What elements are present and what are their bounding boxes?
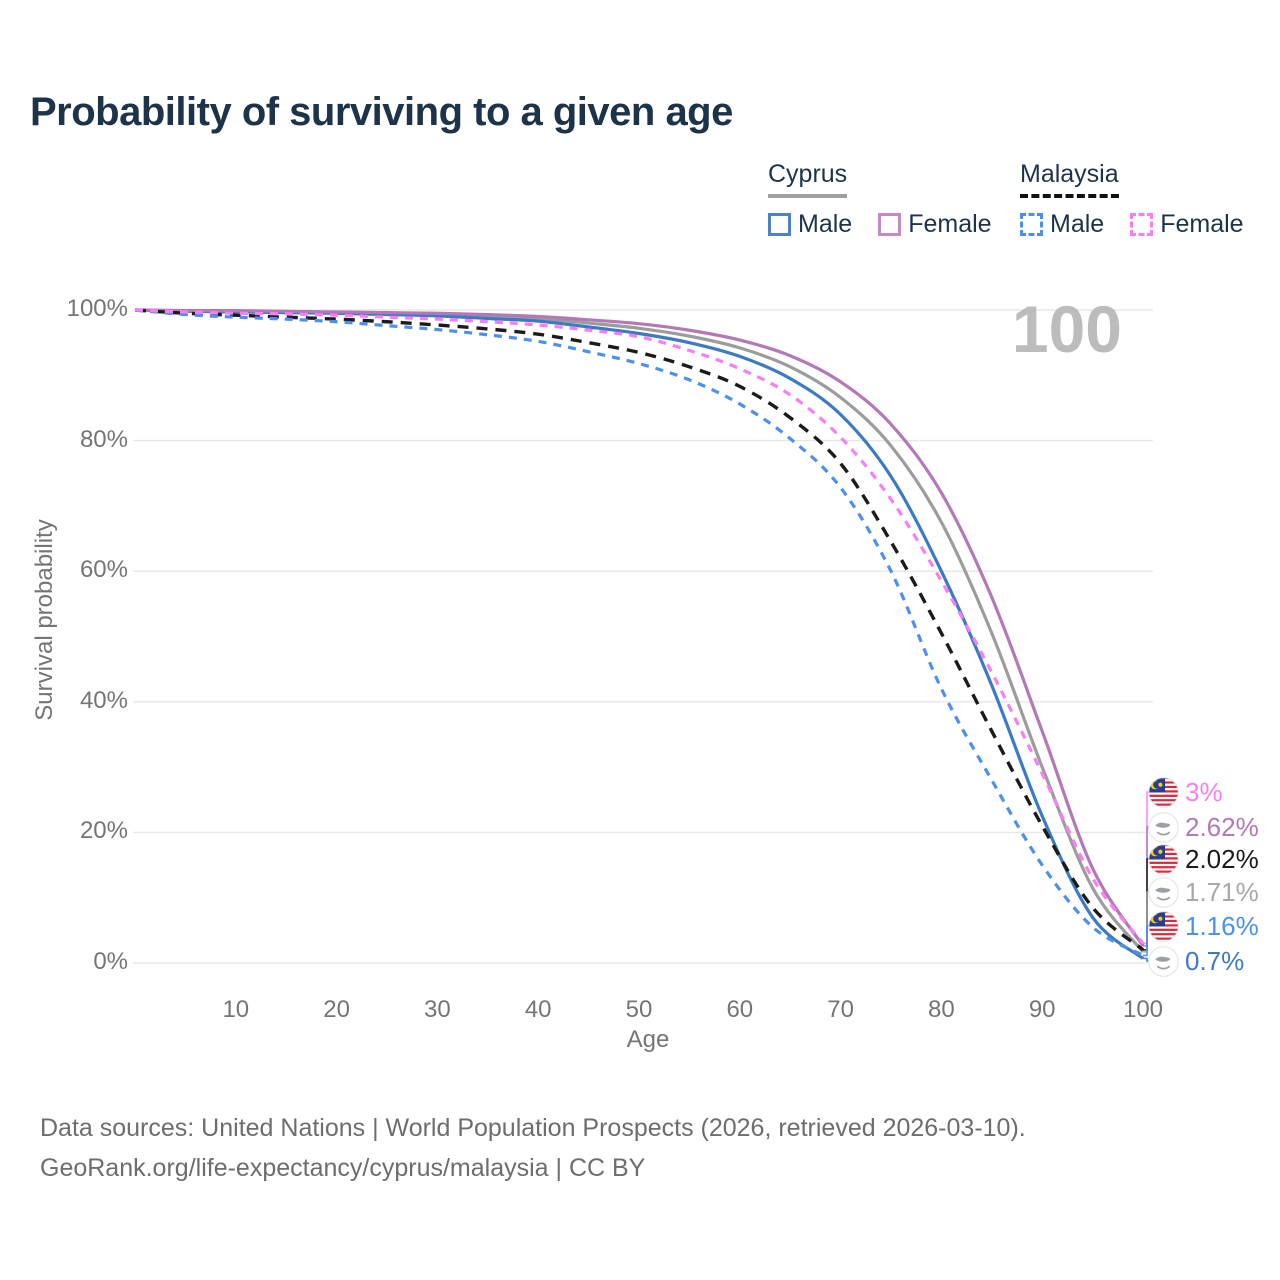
end-label-value: 2.02% bbox=[1185, 843, 1259, 874]
footer: Data sources: United Nations | World Pop… bbox=[40, 1108, 1026, 1188]
cyprus-flag-icon bbox=[1148, 945, 1179, 977]
end-label-malaysia-female: 3% bbox=[1148, 775, 1223, 809]
y-tick-label: 20% bbox=[79, 817, 128, 845]
malaysia-flag-icon bbox=[1148, 776, 1179, 808]
legend-item-cyprus-male[interactable]: Male bbox=[768, 210, 852, 239]
legend-item-cyprus-female[interactable]: Female bbox=[878, 210, 992, 239]
x-tick-label: 60 bbox=[726, 996, 754, 1023]
x-tick-label: 20 bbox=[323, 996, 350, 1023]
y-tick-label: 40% bbox=[79, 686, 128, 714]
end-label-value: 1.71% bbox=[1185, 876, 1259, 907]
y-tick-label: 60% bbox=[79, 556, 128, 584]
x-tick-label: 100 bbox=[1122, 996, 1164, 1023]
curve-cyprus-female[interactable] bbox=[134, 308, 1145, 947]
end-label-value: 1.16% bbox=[1185, 910, 1259, 941]
x-tick-label: 80 bbox=[928, 996, 955, 1023]
end-label-cyprus-male: 0.7% bbox=[1148, 944, 1244, 978]
malaysia-flag-icon bbox=[1148, 910, 1179, 942]
malaysia-female-swatch-icon bbox=[1130, 213, 1154, 236]
legend-item-malaysia-female[interactable]: Female bbox=[1130, 210, 1244, 239]
cyprus-female-swatch-icon bbox=[878, 213, 902, 236]
x-tick-label: 30 bbox=[424, 996, 451, 1023]
legend-group-cyprus: Cyprus Male Female bbox=[768, 160, 992, 239]
y-tick-label: 0% bbox=[93, 948, 128, 975]
legend-malaysia-female-label: Female bbox=[1160, 210, 1244, 238]
y-tick-label: 100% bbox=[66, 295, 128, 322]
end-label-value: 0.7% bbox=[1185, 945, 1245, 976]
y-tick-label: 80% bbox=[79, 425, 128, 453]
curves bbox=[134, 308, 1145, 960]
footer-sources: Data sources: United Nations | World Pop… bbox=[40, 1114, 1026, 1142]
end-label-cyprus-total: 1.71% bbox=[1148, 875, 1259, 909]
curve-malaysia-total[interactable] bbox=[134, 308, 1145, 952]
legend-cyprus-male-label: Male bbox=[798, 210, 853, 238]
malaysia-flag-icon bbox=[1148, 843, 1179, 875]
page-title: Probability of surviving to a given age bbox=[30, 90, 733, 134]
x-tick-label: 50 bbox=[625, 996, 653, 1023]
curve-cyprus-total[interactable] bbox=[134, 308, 1145, 953]
cyprus-male-swatch-icon bbox=[768, 213, 791, 236]
end-label-malaysia-total: 2.02% bbox=[1148, 842, 1259, 876]
malaysia-male-swatch-icon bbox=[1020, 213, 1043, 236]
legend-group-malaysia: Malaysia Male Female bbox=[1020, 160, 1244, 239]
legend-malaysia-row: Male Female bbox=[1020, 210, 1244, 239]
end-label-value: 2.62% bbox=[1185, 811, 1259, 842]
end-label-cyprus-female: 2.62% bbox=[1148, 810, 1259, 844]
legend-cyprus-female-label: Female bbox=[908, 210, 992, 238]
age-watermark: 100 bbox=[1011, 292, 1122, 366]
gridlines bbox=[133, 309, 1153, 964]
legend-item-malaysia-male[interactable]: Male bbox=[1020, 210, 1104, 239]
legend-cyprus-row: Male Female bbox=[768, 210, 992, 239]
cyprus-flag-icon bbox=[1148, 811, 1179, 843]
cyprus-flag-icon bbox=[1148, 876, 1179, 908]
x-tick-label: 10 bbox=[222, 996, 250, 1023]
x-tick-label: 70 bbox=[827, 996, 854, 1023]
x-tick-label: 40 bbox=[524, 996, 552, 1023]
legend-malaysia-title: Malaysia bbox=[1020, 160, 1119, 198]
curve-malaysia-female[interactable] bbox=[134, 308, 1145, 945]
legend-malaysia-male-label: Male bbox=[1050, 210, 1105, 238]
y-axis-title: Survival probability bbox=[31, 519, 58, 721]
end-label-value: 3% bbox=[1185, 776, 1223, 807]
legend-cyprus-title: Cyprus bbox=[768, 160, 848, 198]
footer-attribution: GeoRank.org/life-expectancy/cyprus/malay… bbox=[40, 1154, 646, 1182]
x-axis-title: Age bbox=[626, 1026, 670, 1053]
x-tick-label: 90 bbox=[1028, 996, 1056, 1023]
end-label-malaysia-male: 1.16% bbox=[1148, 909, 1259, 943]
curve-malaysia-male[interactable] bbox=[134, 308, 1144, 957]
